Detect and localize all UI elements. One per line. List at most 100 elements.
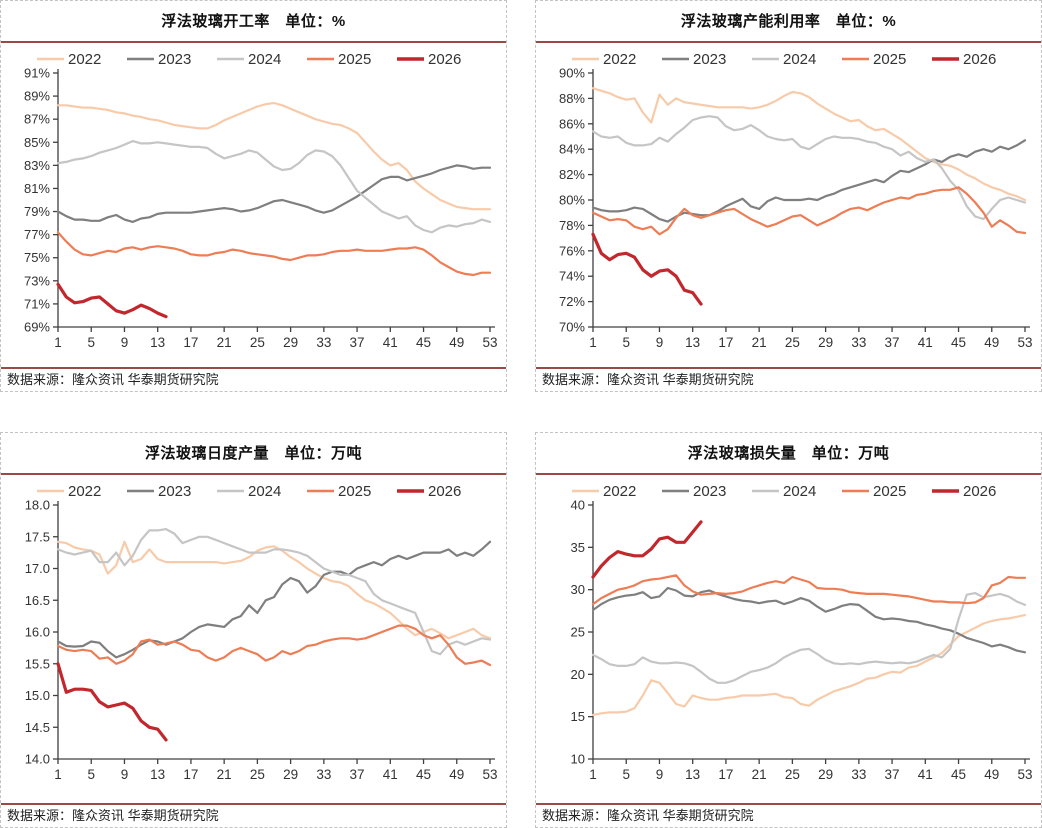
y-axis-label: 69%	[24, 320, 50, 335]
chart-title: 浮法玻璃损失量 单位：万吨	[687, 445, 890, 462]
legend-label: 2026	[963, 483, 996, 500]
y-axis-label: 25	[571, 625, 585, 640]
legend-label: 2022	[68, 483, 101, 500]
legend-label: 2025	[338, 51, 371, 68]
x-axis-label: 33	[851, 335, 866, 350]
source-rule	[536, 367, 1041, 369]
legend-item-2026: 2026	[932, 51, 996, 68]
x-axis-label: 41	[383, 767, 398, 782]
legend-label: 2024	[248, 51, 281, 68]
x-axis-label: 41	[918, 767, 933, 782]
legend-item-2024: 2024	[217, 483, 281, 500]
x-axis-label: 21	[752, 335, 767, 350]
x-axis-label: 9	[656, 767, 664, 782]
legend-label: 2024	[783, 51, 816, 68]
x-axis-label: 1	[589, 335, 597, 350]
y-axis-label: 75%	[24, 250, 50, 265]
x-axis-label: 13	[685, 335, 700, 350]
x-axis-label: 9	[121, 767, 129, 782]
series-line-2024	[591, 115, 1027, 221]
legend-label: 2026	[428, 51, 461, 68]
y-axis-label: 70%	[559, 320, 585, 335]
y-axis-label: 30	[571, 582, 585, 597]
legend-label: 2023	[158, 51, 191, 68]
x-axis-label: 13	[685, 767, 700, 782]
x-axis-label: 25	[785, 767, 800, 782]
x-axis-label: 5	[87, 767, 95, 782]
source-note: 数据来源：隆众资讯 华泰期货研究院	[7, 808, 219, 823]
series-line-2026	[56, 662, 168, 742]
y-axis-label: 15.0	[25, 688, 50, 703]
y-axis-label: 71%	[24, 296, 50, 311]
y-axis-label: 85%	[24, 135, 50, 150]
y-axis-label: 77%	[24, 227, 50, 242]
x-axis-label: 21	[217, 335, 232, 350]
x-axis-label: 41	[383, 335, 398, 350]
source-rule	[536, 803, 1041, 805]
x-axis-label: 33	[851, 767, 866, 782]
series-line-2025	[56, 231, 492, 277]
legend-item-2026: 2026	[397, 483, 461, 500]
line-chart-operating-rate: 91% 89% 87% 85% 83% 81% 79% 77% 75% 73% 71% 69% 1 5 9 1…	[24, 51, 498, 350]
y-axis-label: 88%	[559, 91, 585, 106]
legend-label: 2026	[428, 483, 461, 500]
legend-label: 2025	[873, 483, 906, 500]
x-axis-label: 49	[449, 767, 464, 782]
line-chart-capacity-utilization: 90% 88% 86% 84% 82% 80% 78% 76% 74% 72% 70% 1 5 9 13 17…	[559, 51, 1033, 350]
legend-item-2024: 2024	[217, 51, 281, 68]
x-axis-label: 1	[54, 335, 62, 350]
legend-item-2026: 2026	[397, 51, 461, 68]
legend-item-2022: 2022	[37, 51, 101, 68]
x-axis-label: 45	[416, 767, 431, 782]
source-note: 数据来源：隆众资讯 华泰期货研究院	[542, 372, 754, 387]
title-rule	[536, 41, 1041, 43]
title-rule	[1, 41, 506, 43]
series-line-2026	[591, 520, 703, 579]
legend-label: 2023	[693, 483, 726, 500]
chart-title: 浮法玻璃日度产量 单位：万吨	[144, 445, 362, 462]
title-rule	[536, 473, 1041, 475]
series-line-2022	[56, 101, 492, 211]
x-axis-label: 53	[482, 767, 497, 782]
y-axis-label: 74%	[559, 269, 585, 284]
y-axis-label: 18.0	[25, 498, 50, 513]
legend-label: 2022	[603, 483, 636, 500]
source-rule	[1, 803, 506, 805]
series-line-2026	[56, 282, 168, 319]
x-axis-label: 21	[217, 767, 232, 782]
y-axis-label: 16.5	[25, 593, 50, 608]
series-line-2023	[56, 164, 492, 223]
x-axis-label: 33	[316, 335, 331, 350]
x-axis-label: 17	[183, 335, 198, 350]
x-axis-label: 45	[951, 335, 966, 350]
y-axis-label: 14.5	[25, 720, 50, 735]
series-line-2024	[591, 591, 1027, 684]
x-axis-label: 17	[718, 767, 733, 782]
source-note: 数据来源：隆众资讯 华泰期货研究院	[542, 808, 754, 823]
x-axis-label: 49	[984, 767, 999, 782]
legend-label: 2025	[338, 483, 371, 500]
y-axis-label: 81%	[24, 181, 50, 196]
x-axis-label: 25	[250, 335, 265, 350]
x-axis-label: 45	[416, 335, 431, 350]
x-axis-label: 5	[622, 335, 630, 350]
y-axis-label: 72%	[559, 294, 585, 309]
x-axis-label: 9	[656, 335, 664, 350]
series-line-2025	[56, 624, 492, 667]
x-axis-label: 25	[785, 335, 800, 350]
x-axis-label: 17	[183, 767, 198, 782]
y-axis-label: 40	[571, 498, 585, 513]
x-axis-label: 29	[283, 335, 298, 350]
x-axis-label: 53	[1017, 335, 1032, 350]
legend-item-2022: 2022	[572, 483, 636, 500]
y-axis-label: 91%	[24, 66, 50, 81]
x-axis-label: 53	[482, 335, 497, 350]
y-axis-label: 15.5	[25, 656, 50, 671]
y-axis-label: 17.5	[25, 529, 50, 544]
x-axis-label: 37	[885, 335, 900, 350]
series-line-2022	[56, 540, 492, 640]
series-line-2022	[591, 87, 1027, 202]
x-axis-label: 33	[316, 767, 331, 782]
y-axis-label: 16.0	[25, 625, 50, 640]
